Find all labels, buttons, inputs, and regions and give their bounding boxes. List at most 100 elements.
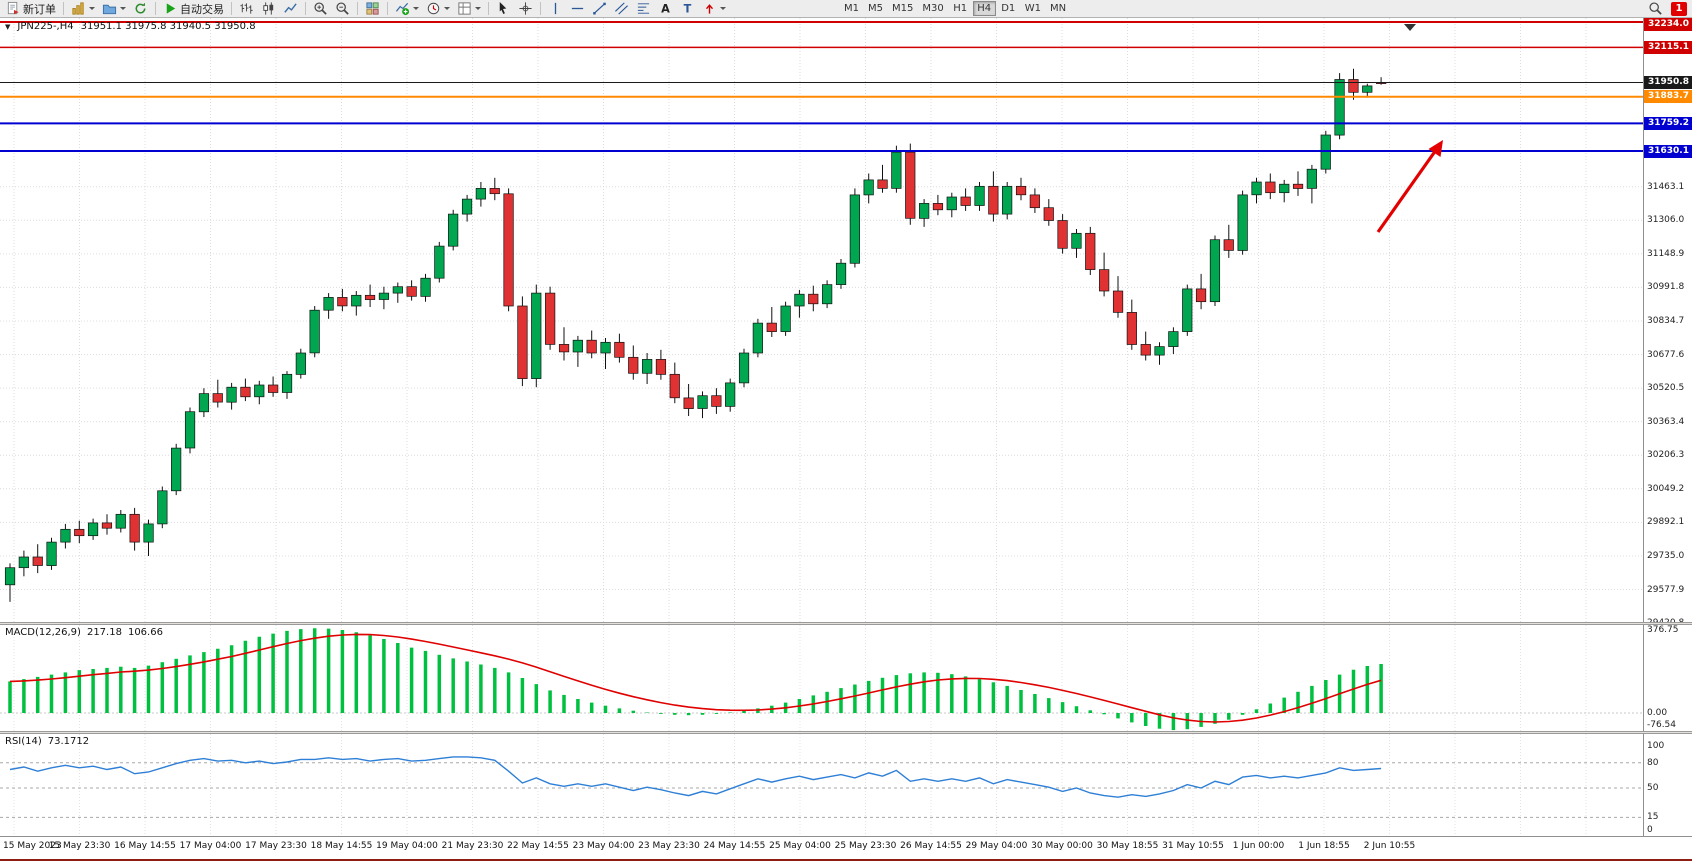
macd-axis-label: -76.54: [1647, 720, 1677, 730]
panel-separator[interactable]: [0, 731, 1692, 734]
toolbar-separator: [155, 2, 156, 15]
rsi-title: RSI(14): [5, 736, 42, 747]
rsi-axis-label: 15: [1647, 812, 1659, 822]
search-button[interactable]: [1645, 1, 1666, 17]
main-chart-area[interactable]: ▼ JPN225-,H4 31951.1 31975.8 31940.5 319…: [0, 18, 1643, 622]
price-axis[interactable]: 31463.1 31306.0 31148.9 30991.8 30834.7 30677…: [1643, 18, 1692, 622]
price-grid-label: 30677.6: [1647, 350, 1685, 360]
timeframe-D1-button[interactable]: D1: [997, 1, 1020, 16]
time-label: 23 May 23:30: [638, 841, 700, 851]
macd-axis[interactable]: 376.75 0.00 -76.54: [1643, 625, 1692, 731]
time-label: 16 May 14:55: [114, 841, 176, 851]
tile-windows-icon: [366, 2, 379, 15]
toolbar-separator: [357, 2, 358, 15]
macd-panel-row: MACD(12,26,9) 217.18 106.66 376.75 0.00 -7…: [0, 625, 1692, 731]
macd-axis-label: 376.75: [1647, 625, 1679, 635]
new-order-button[interactable]: 新订单: [3, 1, 59, 17]
macd-panel[interactable]: MACD(12,26,9) 217.18 106.66: [0, 625, 1643, 731]
macd-signal-value: 106.66: [127, 627, 163, 638]
timeframe-MN-button[interactable]: MN: [1046, 1, 1070, 16]
rsi-axis[interactable]: 100 80 50 15 0: [1643, 734, 1692, 836]
rsi-axis-label: 80: [1647, 758, 1659, 768]
auto-trading-button[interactable]: 自动交易: [160, 1, 227, 17]
profiles-button[interactable]: [99, 1, 129, 17]
refresh-button[interactable]: [130, 1, 151, 17]
macd-axis-label: 0.00: [1647, 708, 1668, 718]
svg-text:A: A: [661, 3, 670, 16]
horizontal-line-icon: [571, 7, 584, 10]
time-label: 24 May 14:55: [703, 841, 766, 851]
label-tool-button[interactable]: T: [677, 1, 698, 17]
time-label: 23 May 04:00: [572, 841, 635, 851]
fibonacci-button[interactable]: [633, 1, 654, 17]
hline-32115-tag[interactable]: 32115.1: [1644, 41, 1692, 54]
trendline-icon: [593, 2, 606, 15]
tile-windows-button[interactable]: [362, 1, 383, 17]
vertical-line-button[interactable]: [545, 1, 566, 17]
macd-label: MACD(12,26,9) 217.18 106.66: [5, 627, 163, 638]
hline-31759-tag[interactable]: 31759.2: [1644, 117, 1692, 130]
macd-plot[interactable]: [0, 625, 1643, 731]
horizontal-line-button[interactable]: [567, 1, 588, 17]
time-axis[interactable]: 15 May 2023 15 May 23:30 16 May 14:55 17 Ma…: [0, 836, 1692, 859]
time-label: 17 May 23:30: [245, 841, 307, 851]
timeframe-M15-button[interactable]: M15: [888, 1, 917, 16]
toolbar-separator: [231, 2, 232, 15]
rsi-grid-layer: [0, 734, 1643, 836]
notification-badge[interactable]: 1: [1671, 1, 1687, 16]
new-order-label: 新订单: [23, 2, 56, 16]
ohlc-bars-icon: [240, 3, 253, 14]
main-chart-plot[interactable]: [0, 18, 1643, 622]
chart-shift-marker[interactable]: [1404, 24, 1416, 31]
rsi-panel[interactable]: RSI(14) 73.1712: [0, 734, 1643, 836]
timeframe-W1-button[interactable]: W1: [1021, 1, 1045, 16]
price-grid-label: 31306.0: [1647, 215, 1685, 225]
time-label: 2 Jun 10:55: [1363, 841, 1416, 851]
price-grid-label: 29420.8: [1647, 618, 1684, 622]
new-chart-button[interactable]: [68, 1, 98, 17]
bar-chart-mode-button[interactable]: [236, 1, 257, 17]
candles-layer: [4, 68, 1387, 602]
trendline-button[interactable]: [589, 1, 610, 17]
timeframe-M5-button[interactable]: M5: [864, 1, 887, 16]
zoom-out-button[interactable]: [332, 1, 353, 17]
zoom-in-button[interactable]: [310, 1, 331, 17]
toolbar-right: 1: [1645, 1, 1689, 17]
hline-31630-tag[interactable]: 31630.1: [1644, 145, 1692, 158]
crosshair-button[interactable]: [515, 1, 536, 17]
label-tool-icon: T: [684, 3, 692, 16]
time-label: 25 May 23:30: [834, 841, 897, 851]
text-tool-button[interactable]: A: [655, 1, 676, 17]
rsi-axis-label: 100: [1647, 741, 1665, 751]
periods-button[interactable]: [423, 1, 453, 17]
time-label: 19 May 04:00: [376, 841, 438, 851]
panel-separator[interactable]: [0, 622, 1692, 625]
toolbar-separator: [540, 2, 541, 15]
timeframe-M1-button[interactable]: M1: [840, 1, 863, 16]
rsi-label: RSI(14) 73.1712: [5, 736, 89, 747]
templates-button[interactable]: [454, 1, 484, 17]
hline-31883-tag[interactable]: 31883.7: [1644, 90, 1692, 103]
dropdown-caret-icon: [413, 7, 419, 10]
dropdown-caret-icon: [475, 7, 481, 10]
cursor-button[interactable]: [493, 1, 514, 17]
arrow-annotation[interactable]: [1376, 140, 1443, 233]
window-bottom-edge: [0, 859, 1692, 861]
fibonacci-icon: [637, 3, 650, 14]
price-grid-label: 30206.3: [1647, 450, 1685, 460]
play-icon: [166, 3, 176, 14]
arrows-tool-button[interactable]: [699, 1, 729, 17]
toolbar-separator: [387, 2, 388, 15]
timeframe-M30-button[interactable]: M30: [918, 1, 947, 16]
rsi-plot[interactable]: [0, 734, 1643, 836]
price-grid-label: 29735.0: [1647, 551, 1685, 561]
grid-layer: [0, 18, 1643, 622]
hline-32234-tag[interactable]: 32234.0: [1644, 18, 1692, 31]
time-label: 26 May 14:55: [900, 841, 962, 851]
candlestick-mode-button[interactable]: [258, 1, 279, 17]
timeframe-H4-button[interactable]: H4: [972, 1, 996, 16]
channel-button[interactable]: [611, 1, 632, 17]
indicators-button[interactable]: [392, 1, 422, 17]
line-chart-mode-button[interactable]: [280, 1, 301, 17]
timeframe-H1-button[interactable]: H1: [949, 1, 972, 16]
